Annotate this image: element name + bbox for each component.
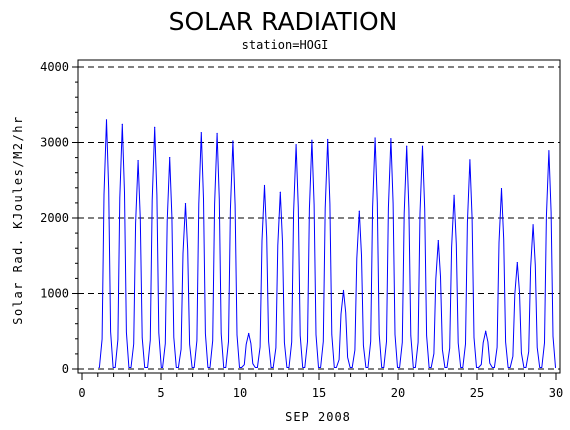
y-tick-label: 0 [62, 362, 69, 376]
y-tick-label: 2000 [40, 211, 69, 225]
daily-peak-point [453, 194, 455, 196]
x-tick-label: 25 [470, 386, 484, 400]
daily-peak-point [248, 332, 250, 335]
daily-peak-point [500, 187, 503, 190]
daily-peak-point [295, 144, 297, 146]
chart-subtitle: station=HOGI [242, 38, 329, 52]
daily-peak-point [216, 132, 218, 135]
y-axis: 0 1000 2000 3000 4000 [40, 60, 78, 376]
daily-peak-point [137, 160, 139, 162]
series-layer [98, 119, 556, 368]
daily-peak-point [548, 150, 550, 152]
x-tick-label: 10 [233, 386, 247, 400]
daily-peak-point [342, 289, 345, 292]
daily-peak-point [105, 119, 108, 121]
daily-peak-point [200, 132, 202, 134]
daily-peak-point [437, 240, 439, 242]
daily-peak-point [327, 138, 329, 141]
daily-peak-point [374, 137, 376, 139]
daily-peak-point [232, 140, 234, 142]
y-tick-label: 1000 [40, 287, 69, 301]
x-axis: 0 5 10 15 20 25 30 [78, 373, 563, 400]
daily-peak-point [169, 157, 171, 159]
daily-peak-point [184, 203, 187, 205]
daily-peak-point [485, 330, 487, 332]
x-tick-label: 20 [391, 386, 405, 400]
daily-peak-point [406, 145, 408, 147]
daily-peak-point [358, 210, 360, 212]
daily-peak-point [121, 123, 123, 125]
chart-title: SOLAR RADIATION [169, 7, 398, 36]
daily-peak-point [390, 138, 392, 140]
x-tick-label: 30 [549, 386, 563, 400]
y-tick-label: 3000 [40, 136, 69, 150]
y-axis-label: Solar Rad. KJoules/M2/hr [11, 115, 25, 324]
y-tick-label: 4000 [40, 60, 69, 74]
daily-peak-point [279, 191, 281, 193]
x-tick-label: 0 [78, 386, 85, 400]
x-axis-label: SEP 2008 [285, 410, 351, 424]
x-tick-label: 5 [157, 386, 164, 400]
daily-peak-point [469, 159, 471, 161]
daily-peak-point [421, 145, 424, 147]
daily-peak-point [311, 139, 313, 141]
daily-peak-point [263, 184, 266, 187]
daily-peak-point [516, 261, 518, 264]
daily-peak-point [532, 224, 534, 226]
x-tick-label: 15 [312, 386, 326, 400]
daily-peak-point [154, 126, 156, 128]
series-line-0 [98, 119, 556, 368]
